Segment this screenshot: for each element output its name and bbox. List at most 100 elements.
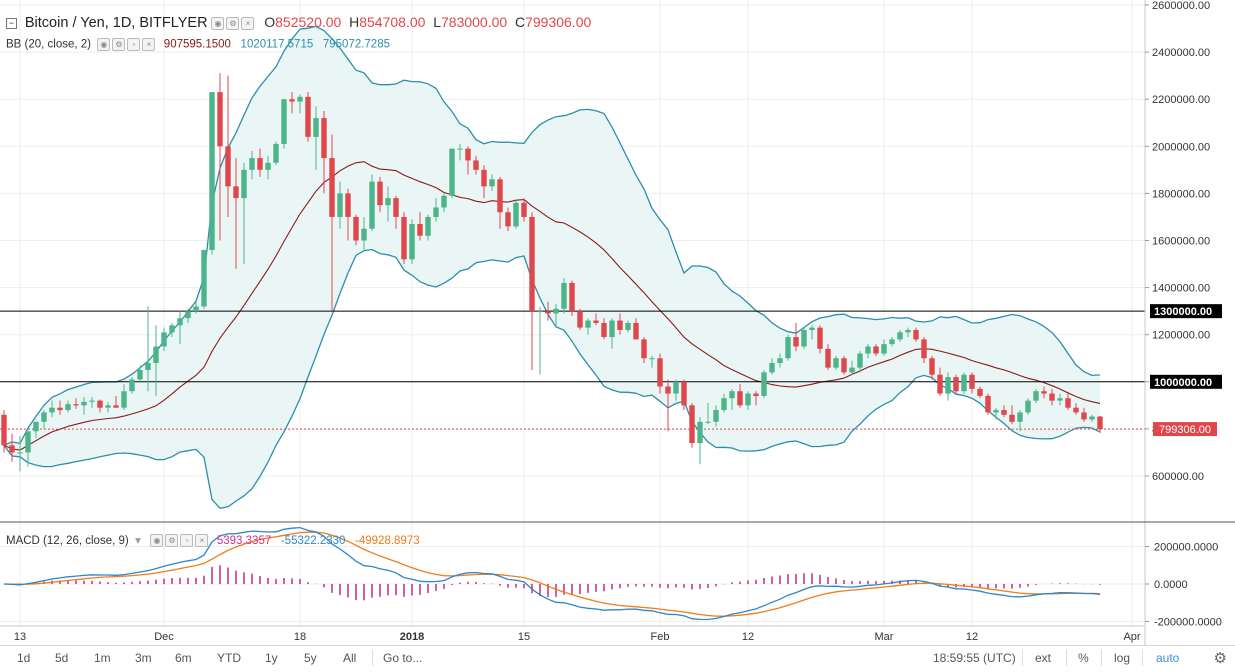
candle-body	[921, 339, 927, 359]
candle-body	[241, 169, 247, 199]
range-1m[interactable]: 1m	[94, 651, 111, 665]
candle-body	[473, 160, 479, 170]
candle-body	[313, 118, 319, 137]
range-1d[interactable]: 1d	[17, 651, 31, 665]
candle-body	[361, 228, 367, 241]
candle-body	[553, 308, 559, 314]
candle-body	[449, 148, 455, 196]
goto-date-button[interactable]: Go to...	[383, 651, 423, 665]
candle-body	[201, 249, 207, 307]
candle-body	[209, 92, 215, 250]
candle-body	[9, 445, 15, 453]
candle-body	[465, 148, 471, 161]
chart-header: − Bitcoin / Yen, 1D, BITFLYER ◉ ⚙ × O85252…	[6, 14, 591, 31]
candle-body	[897, 332, 903, 340]
range-1y[interactable]: 1y	[265, 651, 278, 665]
range-all[interactable]: All	[343, 651, 357, 665]
candle-body	[377, 181, 383, 206]
candle-body	[217, 92, 223, 147]
dropdown-icon[interactable]: ▾	[135, 535, 141, 547]
gear-icon[interactable]: ⚙	[165, 534, 179, 548]
price-tick-label: 2000000.00	[1152, 141, 1210, 153]
auto-toggle[interactable]: auto	[1156, 651, 1180, 665]
settings-gear-icon[interactable]: ⚙	[1213, 650, 1227, 667]
candle-body	[601, 322, 607, 338]
more-icon[interactable]: ▫	[127, 38, 141, 51]
candle-body	[273, 143, 279, 163]
range-6m[interactable]: 6m	[175, 651, 192, 665]
candle-body	[489, 179, 495, 187]
collapse-icon[interactable]: −	[6, 17, 17, 29]
candle-body	[561, 282, 567, 309]
ext-toggle[interactable]: ext	[1035, 651, 1052, 665]
macd-tick-label: -200000.0000	[1154, 617, 1222, 629]
candle-body	[721, 398, 727, 411]
symbol-title[interactable]: Bitcoin / Yen, 1D, BITFLYER	[24, 15, 208, 31]
candle-body	[57, 407, 63, 411]
macd-tick-label: 0.0000	[1154, 579, 1188, 591]
candle-body	[89, 400, 95, 402]
candle-body	[1041, 391, 1047, 394]
macd-axis: 200000.0000 0.0000 -200000.0000	[1145, 542, 1222, 629]
range-5y[interactable]: 5y	[304, 651, 317, 665]
price-tick-label: 1800000.00	[1152, 188, 1210, 200]
candle-body	[169, 325, 175, 333]
high-value: 854708.00	[359, 14, 426, 30]
candle-body	[1073, 407, 1079, 413]
candle-body	[745, 393, 751, 406]
more-icon[interactable]: ▫	[180, 534, 194, 548]
range-5d[interactable]: 5d	[55, 651, 69, 665]
price-tick-label: 1200000.00	[1152, 330, 1210, 342]
macd-line-value: -55322.2330	[280, 535, 346, 547]
candle-body	[145, 362, 151, 371]
candle-body	[785, 337, 791, 359]
candle-body	[697, 421, 703, 444]
macd-title[interactable]: MACD (12, 26, close, 9)	[6, 535, 129, 547]
candle-body	[793, 337, 799, 347]
candle-body	[305, 96, 311, 137]
gear-icon[interactable]: ⚙	[112, 38, 126, 51]
candle-body	[433, 207, 439, 217]
candle-body	[1001, 410, 1007, 415]
eye-icon[interactable]: ◉	[97, 38, 111, 51]
candle-body	[65, 404, 71, 411]
range-3m[interactable]: 3m	[135, 651, 152, 665]
candle-body	[521, 202, 527, 217]
time-tick-label: Dec	[154, 631, 174, 643]
candle-body	[817, 327, 823, 349]
candle-body	[729, 391, 735, 399]
candle-body	[689, 405, 695, 444]
candle-body	[633, 322, 639, 340]
candle-body	[249, 158, 255, 170]
log-toggle[interactable]: log	[1114, 651, 1131, 665]
eye-icon[interactable]: ◉	[211, 16, 225, 30]
open-value: 852520.00	[275, 14, 342, 30]
close-icon[interactable]: ×	[241, 16, 255, 30]
candle-body	[345, 193, 351, 217]
candle-body	[969, 374, 975, 389]
gear-icon[interactable]: ⚙	[226, 16, 240, 30]
bb-title[interactable]: BB (20, close, 2)	[6, 38, 92, 51]
eye-icon[interactable]: ◉	[150, 534, 164, 548]
candle-body	[945, 377, 951, 394]
candle-body	[1049, 393, 1055, 401]
candle-body	[225, 146, 231, 187]
clock: 18:59:55 (UTC)	[933, 651, 1016, 665]
level-label: 1300000.00	[1154, 306, 1212, 318]
candle-body	[25, 431, 31, 453]
range-ytd[interactable]: YTD	[217, 651, 241, 665]
candle-body	[809, 327, 815, 330]
candle-body	[41, 412, 47, 422]
candle-body	[889, 339, 895, 345]
level-label-bg	[1150, 374, 1222, 389]
candle-body	[609, 320, 615, 338]
candle-body	[585, 320, 591, 328]
close-icon[interactable]: ×	[195, 534, 209, 548]
candle-body	[1025, 400, 1031, 413]
price-chart[interactable]: 2600000.00 2400000.00 2200000.00 2000000.00…	[0, 0, 1235, 645]
candle-body	[337, 193, 343, 217]
percent-toggle[interactable]: %	[1078, 651, 1089, 665]
candle-body	[257, 158, 263, 170]
close-icon[interactable]: ×	[142, 38, 156, 51]
candle-body	[353, 216, 359, 241]
